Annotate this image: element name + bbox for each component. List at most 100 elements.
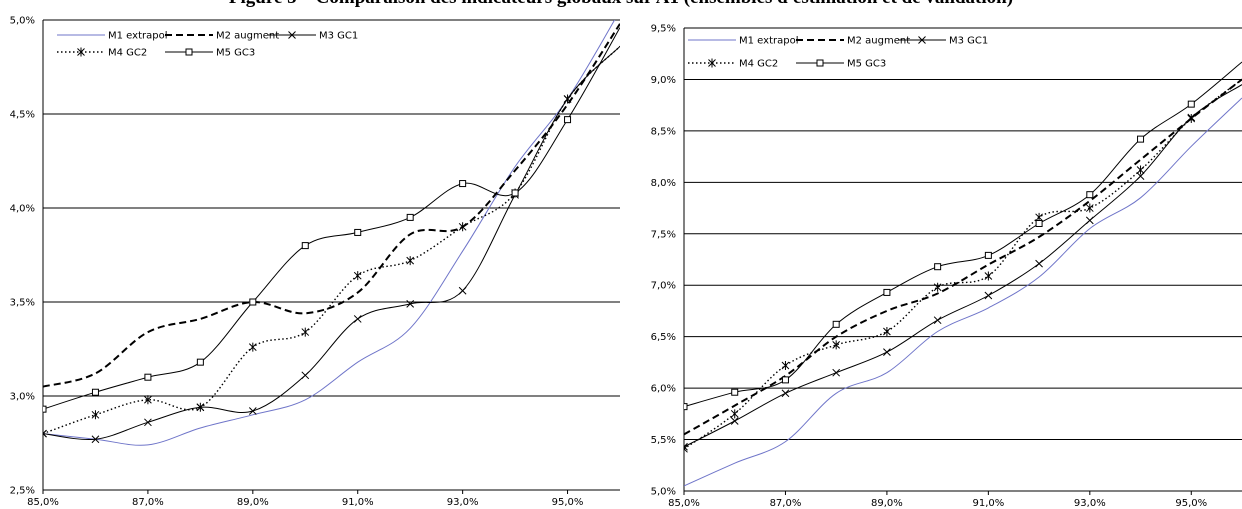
chart0-series-3-point xyxy=(301,371,310,380)
chart0-x-tick-label: 93,0% xyxy=(447,497,479,508)
chart0-x-tick-label: 85,0% xyxy=(27,497,59,508)
chart0-legend-label-1: M1 extrapol xyxy=(108,31,167,42)
chart0-series-5-point xyxy=(459,180,467,188)
chart1-series-5-point xyxy=(984,251,992,259)
chart0-series-5-point xyxy=(301,242,309,250)
chart1-series-5-point xyxy=(684,403,688,411)
chart1-series-5-point xyxy=(781,376,789,384)
chart1-series-3-point xyxy=(781,389,790,398)
chart1-series-line-3 xyxy=(684,84,1242,448)
chart1-legend-label-4: M4 GC2 xyxy=(739,59,778,70)
chart1-y-tick-label: 6,0% xyxy=(651,384,676,395)
chart1-y-tick-label: 9,0% xyxy=(651,75,676,86)
chart1-legend-label-2: M2 augment xyxy=(847,36,910,47)
chart0-series-5-point xyxy=(43,405,47,413)
chart1-y-tick-label: 7,5% xyxy=(651,229,676,240)
chart0-series-4-point xyxy=(91,410,100,420)
chart1-series-5-point xyxy=(832,320,840,328)
chart0-plot-area xyxy=(43,20,620,446)
chart0-series-4-point xyxy=(248,342,257,352)
chart0-series-4-point xyxy=(458,222,467,232)
chart0-legend-marker-5 xyxy=(185,48,193,56)
chart1-x-tick-label: 95,0% xyxy=(1175,498,1207,509)
chart0-x-tick-label: 89,0% xyxy=(237,497,269,508)
chart1-series-3-point xyxy=(730,417,739,425)
chart0-series-5-point xyxy=(249,298,257,306)
chart1-y-tick-label: 5,0% xyxy=(651,487,676,498)
chart0-y-tick-label: 4,0% xyxy=(10,204,35,215)
chart1-series-line-4 xyxy=(684,78,1242,450)
chart1-series-3-point xyxy=(832,368,841,377)
chart0-series-4-point xyxy=(406,256,415,266)
chart1-legend-marker-5 xyxy=(816,59,824,67)
chart0-series-4-point xyxy=(196,402,205,412)
chart0-series-3-point xyxy=(91,435,100,444)
chart0-series-line-2 xyxy=(43,23,620,388)
chart1-series-4-point xyxy=(781,360,790,370)
chart0-series-5-point xyxy=(511,189,519,197)
chart0-series-3-point xyxy=(458,286,467,295)
chart0-y-tick-label: 3,5% xyxy=(10,298,35,309)
chart1-y-tick-label: 6,5% xyxy=(651,332,676,343)
chart0-legend-marker-4 xyxy=(77,47,85,57)
chart1-y-tick-label: 8,0% xyxy=(651,178,676,189)
chart0-series-5-point xyxy=(196,358,204,366)
chart1-series-4-point xyxy=(984,271,993,281)
chart0-series-5-point xyxy=(144,373,152,381)
chart0-legend: M1 extrapol M2 augment M3 GC1 M4 GC2 M5 GC3 xyxy=(57,31,358,59)
chart1-series-line-1 xyxy=(684,97,1242,487)
chart0-series-3-point xyxy=(248,407,257,415)
chart1-legend-label-5: M5 GC3 xyxy=(847,59,886,70)
chart1-series-5-point xyxy=(883,288,891,296)
chart1-series-3-point xyxy=(684,442,688,451)
chart1-y-tick-label: 5,5% xyxy=(651,435,676,446)
chart1-x-tick-label: 85,0% xyxy=(668,498,700,509)
chart1-series-4-point xyxy=(832,340,841,350)
chart1-y-tick-label: 8,5% xyxy=(651,126,676,137)
chart0-series-line-1 xyxy=(43,20,616,446)
chart0-series-5-point xyxy=(406,213,414,221)
chart1-series-4-point xyxy=(1085,203,1094,213)
chart1-series-4-point xyxy=(684,444,688,454)
chart0-series-line-3 xyxy=(43,45,620,441)
chart0-series-4-point xyxy=(353,271,362,281)
chart0-series-5-point xyxy=(354,228,362,236)
chart1-series-line-5 xyxy=(684,61,1242,408)
chart0-series-line-4 xyxy=(43,45,620,435)
chart1-legend: M1 extrapol M2 augment M3 GC1 M4 GC2 M5 GC3 xyxy=(688,36,988,70)
chart1-series-4-point xyxy=(933,282,942,292)
chart0-series-5-point xyxy=(91,388,99,396)
chart0-series-4-point xyxy=(43,429,47,439)
chart1-series-5-point xyxy=(934,263,942,271)
chart1-legend-marker-3 xyxy=(918,36,926,44)
chart1-series-line-2 xyxy=(684,78,1242,436)
chart0-series-4-point xyxy=(144,395,152,405)
chart0-legend-label-2: M2 augment xyxy=(216,31,279,42)
chart0-series-4-point xyxy=(301,327,310,337)
chart0-y-tick-label: 4,5% xyxy=(10,110,35,121)
chart1-x-tick-label: 87,0% xyxy=(770,498,802,509)
chart1-series-3-point xyxy=(933,316,942,325)
chart1-series-4-point xyxy=(1187,114,1196,124)
chart0-series-3-point xyxy=(406,300,415,308)
chart0-x-tick-label: 91,0% xyxy=(342,497,374,508)
chart0-series-3-point xyxy=(144,418,152,427)
chart0-series-4-point xyxy=(563,94,572,104)
chart0-legend-label-3: M3 GC1 xyxy=(319,31,358,42)
chart1-series-3-point xyxy=(883,348,891,356)
chart1-series-5-point xyxy=(1035,219,1043,227)
chart0-y-tick-label: 2,5% xyxy=(10,486,35,497)
chart-right: 5,0% 5,5% 6,0% 6,5% 7,0% 7,5% 8,0% 8,5% 9,0% 9,5%… xyxy=(651,24,1242,509)
chart0-x-tick-label: 87,0% xyxy=(132,497,164,508)
chart0-y-tick-label: 5,0% xyxy=(10,16,35,27)
chart1-series-4-point xyxy=(730,409,739,419)
chart0-series-5-point xyxy=(564,116,572,124)
chart0-legend-label-4: M4 GC2 xyxy=(108,48,147,59)
chart1-plot-area xyxy=(684,61,1242,487)
chart1-gridlines xyxy=(684,27,1242,492)
chart-left: 2,5% 3,0% 3,5% 4,0% 4,5% 5,0% 85,0% 87,0% 89,0% 9… xyxy=(10,16,620,508)
chart1-legend-label-3: M3 GC1 xyxy=(949,36,988,47)
chart1-series-3-point xyxy=(1136,172,1145,181)
chart1-series-3-point xyxy=(1085,216,1094,225)
chart1-series-5-point xyxy=(1187,100,1195,108)
